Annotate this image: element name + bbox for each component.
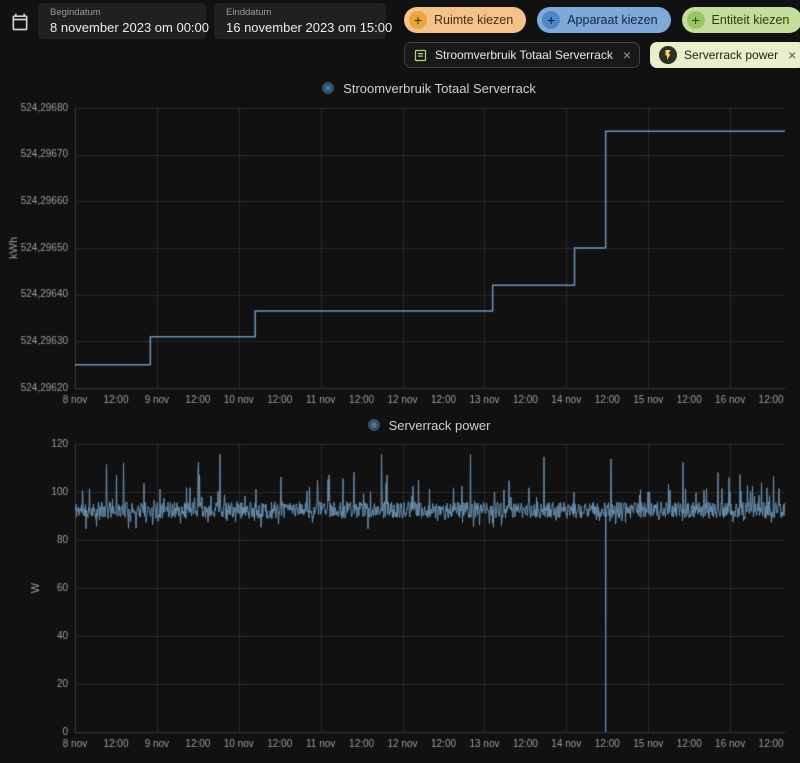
legend-dot-icon: [322, 82, 335, 94]
start-date-value: 8 november 2023 om 00:00: [50, 20, 209, 35]
remove-chip-icon[interactable]: ×: [622, 47, 632, 63]
remove-chip-icon[interactable]: ×: [788, 47, 797, 63]
calendar-icon[interactable]: [9, 11, 31, 33]
start-date-label: Begindatum: [50, 7, 101, 18]
start-datetime-picker[interactable]: Begindatum 8 november 2023 om 00:00: [38, 3, 209, 39]
end-date-label: Einddatum: [226, 7, 272, 18]
legend-dot-icon: [367, 419, 380, 431]
add-area-label: Ruimte kiezen: [434, 13, 514, 27]
add-entity-button[interactable]: + Entiteit kiezen: [681, 7, 800, 33]
power-chart-title: Serverrack power: [388, 417, 491, 433]
power-chart-legend[interactable]: Serverrack power: [0, 410, 800, 436]
add-entity-label: Entiteit kiezen: [711, 13, 790, 27]
picker-buttons-row: + Ruimte kiezen + Apparaat kiezen + Enti…: [404, 7, 800, 33]
energy-chart-title: Stroomverbruik Totaal Serverrack: [343, 80, 536, 96]
plus-icon: +: [542, 11, 561, 29]
meter-icon: [413, 48, 428, 63]
chip-power-label: Serverrack power: [684, 48, 779, 62]
add-device-label: Apparaat kiezen: [567, 13, 658, 27]
energy-history-chart[interactable]: [0, 100, 800, 410]
add-device-button[interactable]: + Apparaat kiezen: [537, 7, 671, 33]
plus-icon: +: [409, 11, 427, 29]
plus-icon: +: [686, 11, 705, 29]
toolbar: Begindatum 8 november 2023 om 00:00 Eind…: [0, 0, 800, 76]
chip-energy-label: Stroomverbruik Totaal Serverrack: [435, 48, 613, 62]
selected-entity-chip-power[interactable]: Serverrack power ×: [650, 42, 800, 68]
selected-entities-row: Stroomverbruik Totaal Serverrack × Serve…: [404, 42, 800, 68]
end-date-value: 16 november 2023 om 15:00: [226, 20, 393, 35]
picker-area: + Ruimte kiezen + Apparaat kiezen + Enti…: [404, 7, 800, 68]
add-area-button[interactable]: + Ruimte kiezen: [404, 7, 527, 33]
power-history-chart[interactable]: [0, 436, 800, 756]
end-datetime-picker[interactable]: Einddatum 16 november 2023 om 15:00: [214, 3, 393, 39]
selected-entity-chip-energy[interactable]: Stroomverbruik Totaal Serverrack ×: [404, 42, 641, 68]
energy-chart-legend[interactable]: Stroomverbruik Totaal Serverrack: [0, 76, 800, 100]
flash-icon: [659, 46, 678, 64]
calendar-icon-svg: [12, 13, 28, 31]
